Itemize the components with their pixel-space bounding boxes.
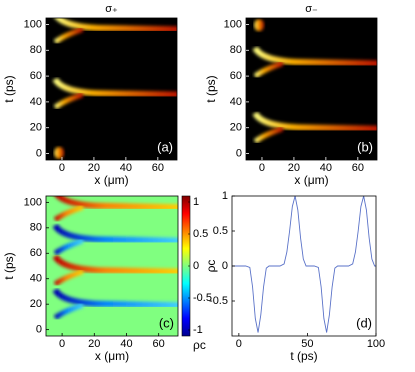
heatmap-streak xyxy=(52,254,178,275)
x-tick-label: 0 xyxy=(59,338,65,350)
plot-area xyxy=(232,196,376,333)
x-tick-label: 20 xyxy=(88,338,100,350)
panel-label: (c) xyxy=(159,315,174,330)
heatmap-streak xyxy=(52,77,177,98)
y-tick-label: 40 xyxy=(30,96,42,108)
y-tick-label: 100 xyxy=(224,18,242,30)
x-tick-label: 60 xyxy=(352,162,364,174)
y-axis-label: t (ps) xyxy=(2,75,16,102)
panel-label: (d) xyxy=(356,315,372,330)
panel-label: (a) xyxy=(157,139,173,154)
x-axis-label: x (μm) xyxy=(294,173,328,187)
y-tick-label: 100 xyxy=(24,18,42,30)
x-tick-label: 0 xyxy=(59,162,65,174)
heatmap-streak xyxy=(54,196,178,211)
colorbar-tick-label: -0.5 xyxy=(193,292,212,304)
colorbar-tick-label: 0 xyxy=(193,260,199,272)
heatmap-streak xyxy=(52,288,178,309)
y-axis-label: t (ps) xyxy=(2,252,16,279)
y-tick-label: -0.5 xyxy=(209,295,228,307)
heatmap-streak xyxy=(53,269,84,287)
x-axis-label: t (ps) xyxy=(290,349,317,363)
y-tick-label: 80 xyxy=(30,222,42,234)
y-tick-label: 100 xyxy=(24,196,42,208)
heatmap-streak xyxy=(54,18,177,33)
y-tick-label: 60 xyxy=(30,247,42,259)
x-tick-label: 60 xyxy=(153,338,165,350)
heatmap-blob xyxy=(54,146,65,159)
heatmap-streak xyxy=(252,111,377,132)
y-axis-label: t (ps) xyxy=(204,75,218,102)
y-tick-label: 80 xyxy=(30,44,42,56)
axes-frame xyxy=(245,17,378,161)
plot-area xyxy=(46,18,177,160)
axes-frame xyxy=(231,195,377,337)
plot-area xyxy=(46,196,178,336)
x-axis-label: x (μm) xyxy=(95,349,129,363)
y-tick-label: 40 xyxy=(230,96,242,108)
x-axis-label: x (μm) xyxy=(94,173,128,187)
heatmap-streak xyxy=(53,238,84,256)
heatmap-streak xyxy=(52,223,178,244)
plot-area xyxy=(246,18,377,160)
chart-title: σ₋ xyxy=(305,3,318,15)
axes-frame xyxy=(45,17,178,161)
x-tick-label: 40 xyxy=(120,162,132,174)
y-axis-label: ρc xyxy=(204,260,218,273)
x-tick-label: 20 xyxy=(88,162,100,174)
y-tick-label: 20 xyxy=(30,122,42,134)
x-tick-label: 0 xyxy=(259,162,265,174)
heatmap-streak xyxy=(53,302,84,320)
y-tick-label: 60 xyxy=(30,70,42,82)
y-tick-label: 80 xyxy=(230,44,242,56)
y-tick-label: 60 xyxy=(230,70,242,82)
heatmap-blob xyxy=(254,19,265,32)
y-tick-label: 0 xyxy=(236,147,242,159)
colorbar-tick-label: 0.5 xyxy=(193,228,208,240)
y-tick-label: 0 xyxy=(36,147,42,159)
heatmap-streak xyxy=(53,26,84,45)
x-tick-label: 40 xyxy=(320,162,332,174)
line xyxy=(232,196,376,333)
heatmap-streak xyxy=(253,126,284,144)
panel-label: (b) xyxy=(357,139,373,154)
y-tick-label: 20 xyxy=(230,122,242,134)
x-tick-label: 20 xyxy=(288,162,300,174)
x-tick-label: 0 xyxy=(236,338,242,350)
colorbar-tick-label: 1 xyxy=(193,196,199,208)
colorbar-tick-label: -1 xyxy=(193,324,203,336)
colorbar-label: ρc xyxy=(193,338,206,352)
chart-title: σ₊ xyxy=(105,3,118,15)
y-tick-label: 0.5 xyxy=(213,225,228,237)
y-tick-label: 40 xyxy=(30,273,42,285)
y-tick-label: 20 xyxy=(30,298,42,310)
heatmap-streak xyxy=(53,92,84,110)
axes-frame xyxy=(45,195,179,337)
y-tick-label: 0 xyxy=(36,324,42,336)
heatmap-streak xyxy=(253,61,284,79)
x-tick-label: 50 xyxy=(301,338,313,350)
y-tick-label: 1 xyxy=(222,190,228,202)
heatmap-streak xyxy=(252,46,377,67)
y-tick-label: 0 xyxy=(222,260,228,272)
x-tick-label: 100 xyxy=(367,338,385,350)
x-tick-label: 60 xyxy=(152,162,164,174)
heatmap-streak xyxy=(53,204,84,222)
x-tick-label: 40 xyxy=(120,338,132,350)
